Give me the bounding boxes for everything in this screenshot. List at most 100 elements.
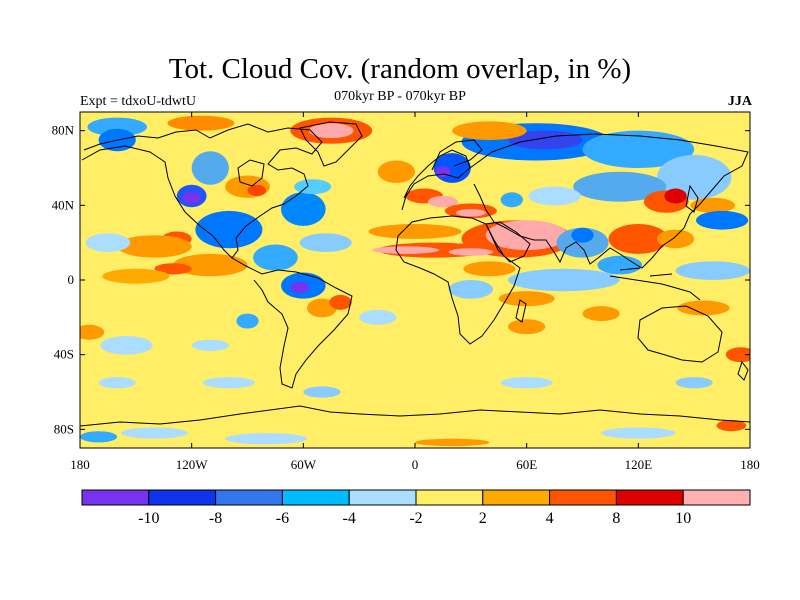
coastline-indonesia: [609, 267, 701, 301]
coastline-new-zealand: [737, 360, 749, 381]
colorbar-swatch-5: [415, 489, 484, 506]
lon-tick-label-1: 120W: [176, 457, 209, 472]
lat-tick-label-3: 40S: [54, 347, 74, 362]
anomaly-region-60: [448, 280, 494, 299]
anomaly-region-0: [87, 117, 147, 137]
anomaly-region-23: [329, 294, 352, 310]
lat-tick-label-4: 80S: [54, 421, 74, 436]
colorbar-label-4: -2: [409, 510, 422, 527]
coastline-africa: [395, 215, 521, 345]
coastline-antarctica: [80, 405, 750, 427]
coastlines: [80, 121, 750, 427]
anomaly-region-55: [608, 224, 669, 254]
coastline-north-america: [81, 123, 323, 259]
anomaly-region-11: [294, 179, 332, 195]
colorbar-swatch-7: [549, 489, 617, 506]
colorbar-label-5: 2: [479, 510, 487, 527]
colorbar-label-7: 8: [612, 510, 620, 527]
anomaly-region-63: [359, 309, 397, 325]
anomaly-region-54: [571, 227, 594, 243]
anomaly-region-37: [428, 196, 458, 208]
anomaly-region-49: [372, 246, 440, 254]
anomaly-region-13: [117, 235, 192, 258]
anomaly-region-78: [716, 420, 747, 432]
anomaly-region-10: [281, 192, 326, 226]
lat-tick-label-0: 80N: [52, 123, 75, 138]
page-subtitle: 070kyr BP - 070kyr BP: [334, 89, 466, 104]
colorbar-swatch-6: [482, 489, 551, 506]
anomaly-region-25: [80, 324, 105, 340]
anomaly-region-43: [664, 188, 687, 204]
anomaly-region-18: [253, 244, 298, 271]
colorbar-swatch-8: [615, 489, 684, 506]
anomaly-region-59: [508, 268, 620, 292]
anomaly-region-72: [500, 377, 553, 389]
anomaly-region-57: [597, 255, 643, 275]
anomaly-region-41: [528, 186, 581, 206]
colorbar-swatch-1: [148, 489, 217, 506]
anomaly-region-51: [368, 224, 462, 239]
coastline-south-america: [231, 257, 353, 389]
colorbar-label-3: -4: [343, 510, 356, 527]
colorbar-label-0: -10: [138, 510, 159, 527]
anomaly-region-27: [377, 160, 415, 183]
coastline-greenland: [299, 121, 363, 167]
coastline-scandinavia: [431, 139, 483, 171]
lon-tick-label-5: 120E: [625, 457, 653, 472]
lat-tick-label-1: 40N: [52, 197, 75, 212]
anomaly-region-71: [303, 386, 341, 398]
anomaly-region-26: [102, 268, 170, 284]
latitude-axis: 80N 40N 0 40S 80S: [52, 123, 750, 436]
colorbar-swatch-4: [348, 489, 417, 506]
colorbar: -10 -8 -6 -4 -2 2 4 8 10: [81, 489, 751, 527]
coastline-madagascar: [515, 299, 527, 323]
lon-tick-label-0: 180: [70, 457, 90, 472]
coastline-hudson-bay: [237, 159, 265, 187]
anomaly-region-9: [247, 184, 267, 196]
coastline-arabia: [485, 221, 531, 263]
anomaly-region-35: [452, 121, 527, 140]
anomaly-region-34: [573, 171, 667, 202]
lon-tick-label-3: 0: [412, 457, 419, 472]
anomaly-region-74: [120, 427, 188, 439]
anomaly-region-53: [556, 227, 609, 258]
anomaly-region-21: [290, 281, 309, 294]
lon-tick-label-6: 180: [740, 457, 760, 472]
colorbar-swatch-2: [215, 489, 283, 506]
anomaly-region-64: [582, 306, 620, 322]
colorbar-label-1: -8: [209, 510, 222, 527]
anomaly-region-70: [202, 377, 255, 389]
anomaly-region-65: [677, 300, 730, 316]
anomaly-region-68: [191, 339, 229, 351]
anomaly-region-17: [154, 263, 192, 275]
coastline-europe: [401, 149, 471, 211]
anomaly-region-24: [236, 313, 259, 329]
anomaly-region-67: [100, 336, 153, 355]
anomaly-region-32: [582, 130, 695, 168]
lat-tick-label-2: 0: [68, 272, 75, 287]
anomaly-region-69: [98, 377, 136, 389]
anomaly-region-76: [415, 438, 490, 447]
anomaly-region-16: [173, 253, 248, 277]
colorbar-swatch-0: [81, 489, 150, 506]
lon-tick-label-2: 60W: [291, 457, 317, 472]
anomaly-region-61: [498, 291, 555, 307]
coastline-asia: [469, 133, 749, 269]
longitude-axis: 180 120W 60W 0 60E 120E 180: [70, 112, 760, 472]
colorbar-label-8: 10: [675, 510, 691, 527]
colorbar-label-2: -6: [276, 510, 289, 527]
anomaly-region-39: [455, 209, 486, 217]
colorbar-label-6: 4: [546, 510, 554, 527]
anomaly-region-22: [307, 298, 337, 318]
anomaly-region-66: [725, 347, 750, 363]
anomaly-region-40: [500, 192, 523, 208]
coastline-australia: [637, 305, 723, 363]
anomaly-region-58: [675, 261, 750, 280]
anomaly-region-75: [225, 433, 308, 445]
anomaly-region-19: [299, 233, 352, 253]
anomaly-region-1: [167, 115, 235, 131]
anomaly-region-5: [191, 151, 229, 185]
coastline-japan: [685, 184, 699, 213]
colorbar-swatch-3: [281, 489, 350, 506]
